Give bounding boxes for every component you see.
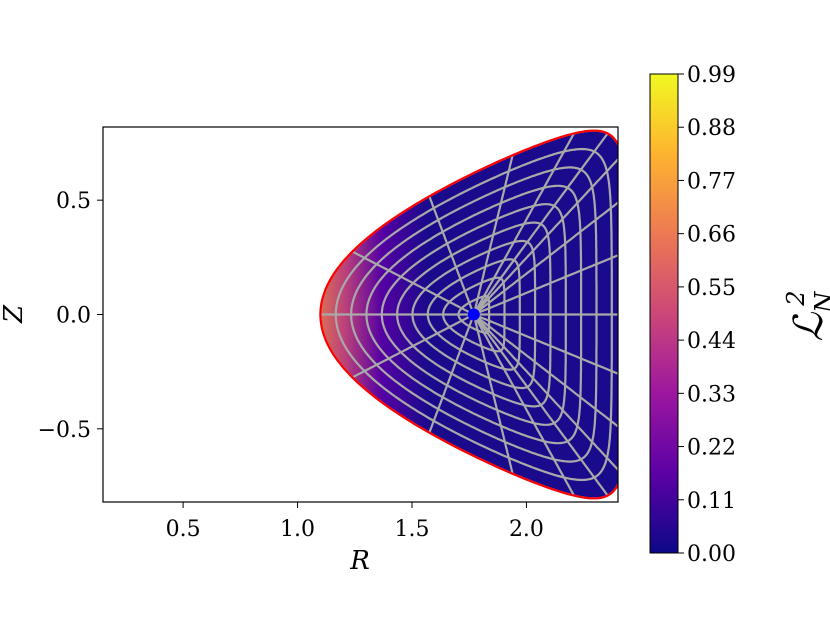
colorbar-label-sup: 2	[782, 290, 810, 306]
poloidal-line	[472, 157, 618, 316]
poloidal-line	[351, 313, 475, 379]
poloidal-line	[472, 314, 514, 474]
plasma-boundary	[319, 129, 618, 500]
colorbar-tick-label: 0.66	[687, 223, 736, 248]
y-axis-label: Z	[0, 304, 29, 324]
poloidal-line	[473, 313, 618, 428]
poloidal-line	[472, 155, 514, 315]
poloidal-line	[428, 195, 475, 315]
colorbar-tick-label: 0.44	[687, 329, 736, 354]
colorbar-label-sub: N	[810, 291, 830, 314]
poloidal-line	[473, 254, 618, 316]
colorbar-tick-label: 0.55	[687, 276, 736, 301]
colorbar	[649, 73, 679, 554]
x-tick-label: 2.0	[509, 517, 544, 542]
magnetic-axis-point	[467, 308, 480, 321]
y-tick-label: 0.5	[56, 189, 91, 214]
poloidal-line	[428, 314, 475, 434]
colorbar-tick-label: 0.22	[687, 436, 736, 461]
colorbar-label-symbol: ℒ	[786, 312, 830, 342]
x-tick-label: 1.5	[395, 517, 430, 542]
x-tick-label: 1.0	[280, 517, 315, 542]
colorbar-tick-label: 0.99	[687, 63, 736, 88]
y-tick-label: 0.0	[56, 304, 91, 329]
poloidal-line	[472, 132, 575, 316]
poloidal-line	[473, 313, 618, 375]
poloidal-line	[473, 201, 618, 316]
plot-area	[319, 129, 618, 500]
poloidal-line	[472, 313, 609, 497]
colorbar-tick-label: 0.77	[687, 169, 736, 194]
poloidal-line	[472, 132, 609, 316]
poloidal-line	[351, 250, 475, 316]
y-tick-label: −0.5	[38, 418, 91, 443]
x-axis-label: R	[349, 546, 370, 576]
poloidal-line	[472, 313, 618, 472]
colorbar-tick-label: 0.33	[687, 382, 736, 407]
poloidal-line	[472, 313, 575, 497]
colorbar-tick-label: 0.88	[687, 116, 736, 141]
colorbar-tick-label: 0.11	[687, 489, 736, 514]
colorbar-tick-label: 0.00	[687, 542, 736, 567]
svg-text:ℒN2: ℒN2	[782, 290, 830, 341]
colorbar-label: ℒN2	[782, 290, 830, 341]
x-tick-label: 0.5	[166, 517, 201, 542]
